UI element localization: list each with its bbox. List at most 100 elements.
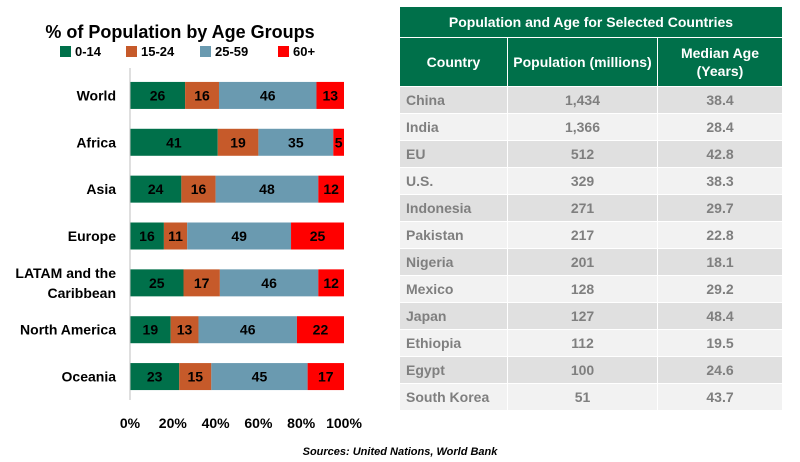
category-label: LATAM and the [15,265,116,281]
header-country: Country [399,37,508,87]
data-label-60+: 25 [310,228,326,244]
bar-segment-0-14 [130,269,184,297]
legend-swatch-0-14 [60,46,71,57]
bar-segment-15-24 [185,81,219,109]
cell-median-age: 22.8 [657,221,783,249]
data-label-60+: 12 [323,181,339,197]
legend-label-0-14: 0-14 [75,44,102,59]
data-label-15-24: 17 [194,275,210,291]
bar-segment-15-24 [217,128,259,156]
cell-median-age: 24.6 [657,356,783,384]
cell-country: India [399,113,508,141]
data-label-15-24: 19 [230,134,246,150]
table-row: Pakistan 217 22.8 [399,221,783,249]
cell-median-age: 29.2 [657,275,783,303]
cell-country: Japan [399,302,508,330]
table-row: U.S. 329 38.3 [399,167,783,195]
data-label-60+: 12 [323,275,339,291]
legend-label-25-59: 25-59 [215,44,248,59]
bar-segment-60+ [318,175,344,203]
legend-swatch-15-24 [126,46,137,57]
cell-country: Ethiopia [399,329,508,357]
bar-segment-0-14 [130,222,164,250]
cell-median-age: 48.4 [657,302,783,330]
category-label: Europe [68,228,116,244]
cell-population: 271 [507,194,658,222]
table-row: Indonesia 271 29.7 [399,194,783,222]
bar-segment-25-59 [215,175,319,203]
cell-country: Mexico [399,275,508,303]
header-median-age-line: Median Age [680,45,760,61]
category-label: North America [20,322,116,338]
cell-country: Pakistan [399,221,508,249]
table-row: South Korea 51 43.7 [399,383,783,411]
x-tick-label: 100% [326,415,362,431]
bar-segment-15-24 [163,222,188,250]
data-label-15-24: 16 [194,87,210,103]
cell-country: Nigeria [399,248,508,276]
cell-population: 100 [507,356,658,384]
cell-population: 217 [507,221,658,249]
table-row: Nigeria 201 18.1 [399,248,783,276]
data-label-25-59: 48 [259,181,275,197]
bar-segment-25-59 [258,128,334,156]
data-label-60+: 13 [322,87,338,103]
cell-country: Indonesia [399,194,508,222]
x-tick-label: 20% [159,415,188,431]
cell-median-age: 29.7 [657,194,783,222]
cell-population: 128 [507,275,658,303]
cell-population: 201 [507,248,658,276]
bar-segment-15-24 [179,363,212,391]
legend-swatch-25-59 [200,46,211,57]
bar-segment-0-14 [130,81,186,109]
category-label: Asia [86,181,116,197]
table-row: China 1,434 38.4 [399,86,783,114]
cell-population: 329 [507,167,658,195]
data-label-60+: 17 [318,369,334,385]
cell-median-age: 18.1 [657,248,783,276]
cell-median-age: 42.8 [657,140,783,168]
data-label-0-14: 25 [149,275,165,291]
header-population: Population (millions) [507,37,658,87]
cell-median-age: 38.3 [657,167,783,195]
data-label-25-59: 35 [288,134,304,150]
data-label-0-14: 23 [147,369,163,385]
data-label-25-59: 46 [240,322,256,338]
cell-population: 127 [507,302,658,330]
table-row: Ethiopia 112 19.5 [399,329,783,357]
bar-segment-25-59 [219,269,319,297]
population-table-container: Population and Age for Selected Countrie… [399,6,783,411]
legend-swatch-60+ [278,46,289,57]
data-label-0-14: 41 [166,134,182,150]
table-row: India 1,366 28.4 [399,113,783,141]
data-label-60+: 5 [335,134,343,150]
category-label: Africa [76,134,116,150]
data-label-15-24: 15 [187,369,203,385]
bar-segment-60+ [316,81,344,109]
legend-label-15-24: 15-24 [141,44,175,59]
table-row: Mexico 128 29.2 [399,275,783,303]
cell-median-age: 38.4 [657,86,783,114]
data-label-0-14: 24 [148,181,164,197]
legend-label-60+: 60+ [293,44,315,59]
bar-segment-0-14 [130,316,171,344]
data-label-15-24: 16 [191,181,207,197]
bar-segment-15-24 [183,269,220,297]
data-label-15-24: 13 [177,322,193,338]
cell-median-age: 43.7 [657,383,783,411]
age-groups-chart: % of Population by Age Groups 0-14 15-24 25… [0,0,380,440]
cell-median-age: 19.5 [657,329,783,357]
header-median-age-line: (Years) [696,63,744,79]
data-label-0-14: 19 [143,322,159,338]
bar-segment-60+ [333,128,344,156]
category-label: Oceania [62,369,117,385]
cell-country: China [399,86,508,114]
bar-segment-0-14 [130,128,218,156]
chart-title: % of Population by Age Groups [45,22,314,42]
table-body: China 1,434 38.4 India 1,366 28.4 EU 512 42.8 U.S… [399,86,783,411]
category-label: Caribbean [48,285,116,301]
data-label-25-59: 45 [252,369,268,385]
category-label: World [77,87,116,103]
bar-segment-25-59 [218,81,317,109]
bar-segment-60+ [307,363,344,391]
